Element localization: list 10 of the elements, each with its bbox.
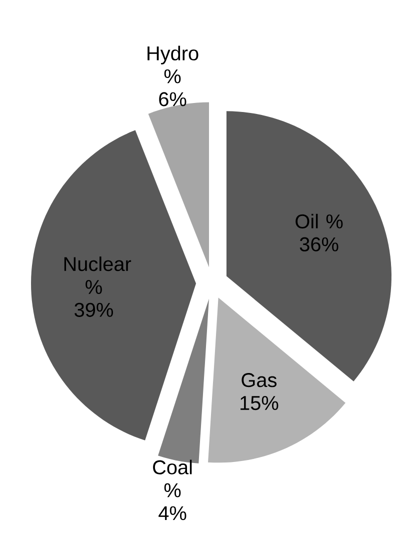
slice-label: Nuclear % — [64, 256, 132, 294]
slice-label: Coal % — [153, 460, 192, 498]
data-label: 39% — [74, 302, 113, 317]
data-label: 6% — [159, 92, 186, 106]
data-label: 36% — [300, 237, 338, 252]
data-label: 4% — [158, 506, 186, 520]
slice-label: Oil % — [296, 214, 343, 228]
data-label: 15% — [240, 396, 278, 410]
slice-label: Hydro % — [148, 46, 198, 84]
slice-label: Gas — [242, 373, 277, 388]
